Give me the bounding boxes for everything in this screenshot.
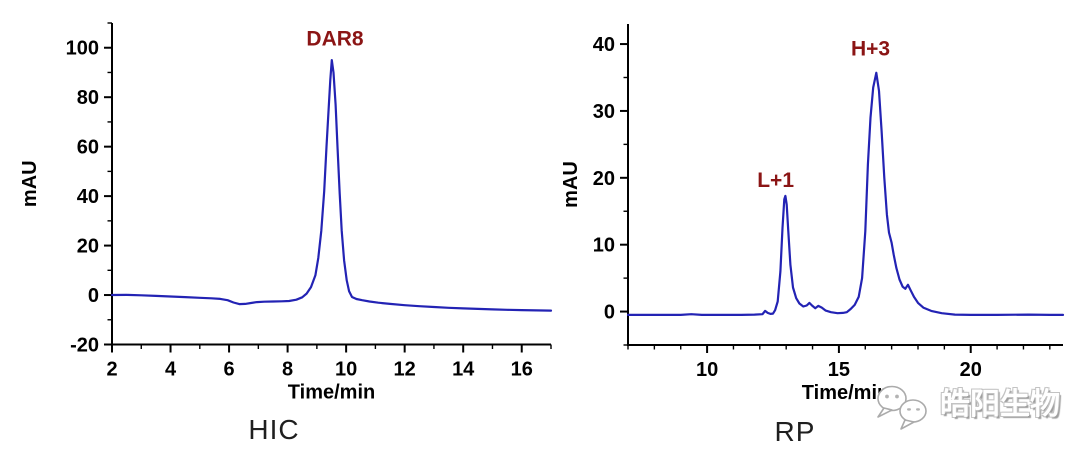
x-tick-label: 6 bbox=[224, 359, 235, 381]
trace-line bbox=[626, 71, 1065, 316]
y-tick-label: 100 bbox=[66, 38, 99, 60]
y-tick-label: 20 bbox=[593, 168, 615, 190]
y-axis-title: mAU bbox=[560, 161, 582, 208]
x-tick-label: 12 bbox=[394, 359, 416, 381]
y-tick-label: 40 bbox=[593, 34, 615, 56]
x-tick-label: 20 bbox=[960, 359, 982, 381]
hic-chart: 2 4 6 8 10 12 14 16 -20 0 20 40 60 80 100 Time/min mAU DA… bbox=[19, 22, 553, 404]
x-axis-title: Time/min bbox=[802, 382, 889, 404]
peak-annotation: L+1 bbox=[757, 169, 794, 192]
y-tick-label: 0 bbox=[88, 285, 99, 307]
rp-chart: 10 15 20 0 10 20 30 40 Time/min mAU L+1 H+3 bbox=[560, 24, 1065, 404]
x-tick-label: 16 bbox=[511, 359, 533, 381]
x-tick-label: 4 bbox=[165, 359, 177, 381]
watermark: 皓阳生物 bbox=[872, 384, 1060, 432]
hic-caption: HIC bbox=[248, 414, 300, 445]
x-tick-label: 8 bbox=[282, 359, 293, 381]
y-axis-title: mAU bbox=[19, 160, 41, 207]
wechat-icon bbox=[877, 385, 927, 430]
y-tick-label: 60 bbox=[77, 137, 99, 159]
y-tick-label: 40 bbox=[77, 186, 99, 208]
axes bbox=[627, 24, 1063, 346]
x-tick-label: 2 bbox=[106, 359, 117, 381]
x-axis-title: Time/min bbox=[288, 382, 375, 404]
rp-caption: RP bbox=[774, 416, 816, 447]
y-tick-label: 80 bbox=[77, 87, 99, 109]
y-tick-label: 0 bbox=[604, 302, 615, 324]
x-tick-label: 10 bbox=[335, 359, 357, 381]
watermark-text: 皓阳生物 bbox=[940, 388, 1060, 421]
y-tick-label: 10 bbox=[593, 235, 615, 257]
peak-annotation: H+3 bbox=[851, 37, 890, 60]
peak-annotation: DAR8 bbox=[306, 27, 363, 50]
y-tick-label: 20 bbox=[77, 236, 99, 258]
y-tick-label: -20 bbox=[70, 335, 99, 357]
x-tick-label: 14 bbox=[452, 359, 475, 381]
x-tick-label: 10 bbox=[696, 359, 718, 381]
x-tick-label: 15 bbox=[828, 359, 850, 381]
trace-line bbox=[110, 58, 553, 312]
y-tick-label: 30 bbox=[593, 101, 615, 123]
